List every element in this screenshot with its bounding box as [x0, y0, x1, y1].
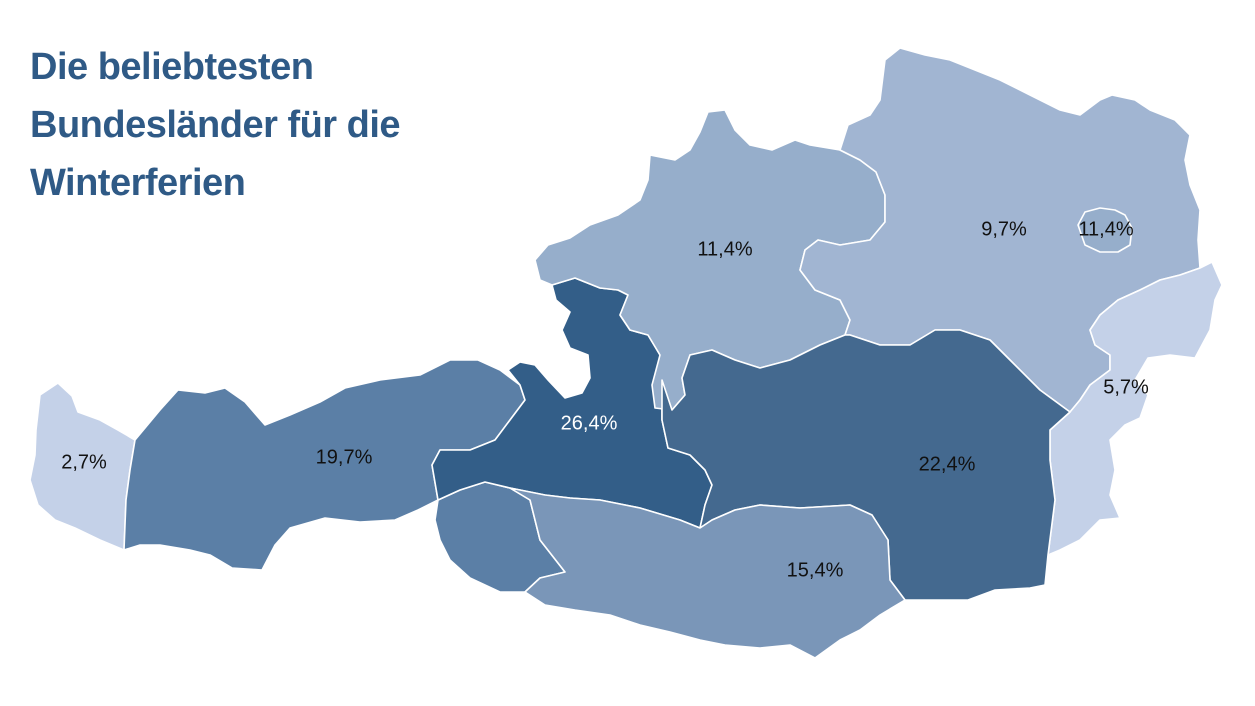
region-burgenland: [1047, 261, 1223, 556]
label-salzburg: 26,4%: [561, 412, 618, 434]
region-kaernten: [509, 487, 906, 659]
label-kaernten: 15,4%: [787, 559, 844, 581]
label-tirol: 19,7%: [316, 446, 373, 468]
label-oberoesterreich: 11,4%: [697, 238, 752, 260]
title-line-3: Winterferien: [30, 162, 246, 204]
title-line-1: Die beliebtesten: [30, 46, 314, 88]
label-burgenland: 5,7%: [1103, 376, 1149, 398]
label-wien: 11,4%: [1078, 218, 1133, 240]
label-vorarlberg: 2,7%: [61, 451, 107, 473]
title-line-2: Bundesländer für die: [30, 104, 401, 146]
map-title: Die beliebtesten Bundesländer für die Wi…: [30, 38, 550, 212]
region-wien: [1077, 207, 1133, 253]
label-steiermark: 22,4%: [919, 453, 976, 475]
label-niederoesterreich: 9,7%: [981, 218, 1027, 240]
